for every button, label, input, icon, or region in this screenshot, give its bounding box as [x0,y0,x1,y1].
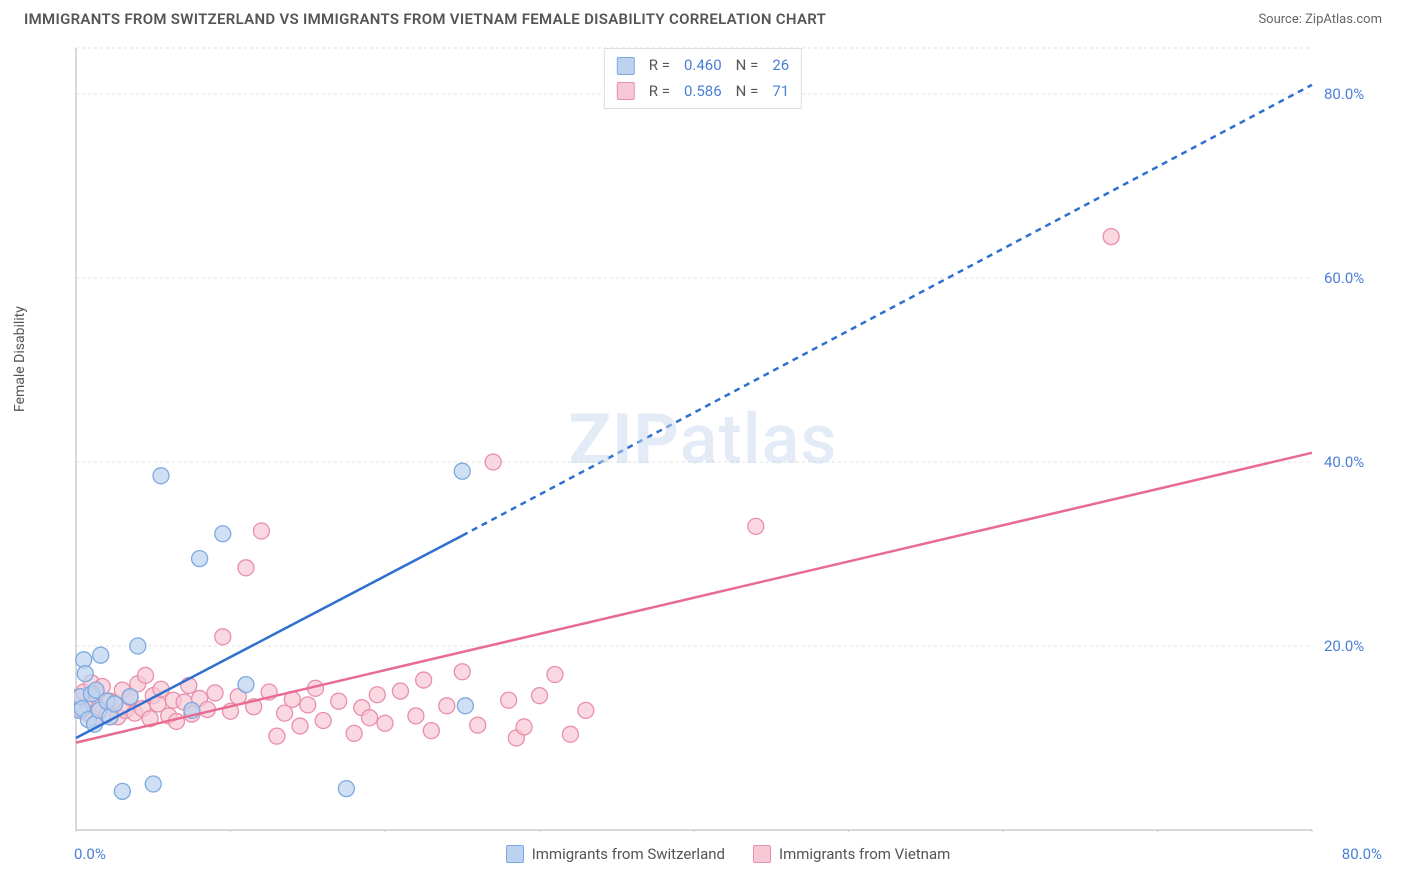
bottom-legend: 0.0% Immigrants from Switzerland Immigra… [74,836,1382,872]
r-value-0: 0.460 [684,53,722,79]
y-axis-label: Female Disability [12,306,28,412]
svg-text:20.0%: 20.0% [1324,637,1364,655]
correlation-row-0: R = 0.460 N = 26 [617,53,789,79]
legend-item-0: Immigrants from Switzerland [506,845,725,863]
swatch-series-1 [617,82,635,100]
legend-label-1: Immigrants from Vietnam [779,845,950,863]
chart-title: IMMIGRANTS FROM SWITZERLAND VS IMMIGRANT… [24,10,826,28]
source-link[interactable]: ZipAtlas.com [1305,12,1382,27]
legend-swatch-1 [753,845,771,863]
chart-header: IMMIGRANTS FROM SWITZERLAND VS IMMIGRANT… [0,0,1406,34]
n-value-1: 71 [772,79,789,105]
correlation-row-1: R = 0.586 N = 71 [617,79,789,105]
legend-label-0: Immigrants from Switzerland [532,845,725,863]
svg-text:60.0%: 60.0% [1324,269,1364,287]
n-label-0: N = [736,53,759,79]
legend-swatch-0 [506,845,524,863]
svg-text:80.0%: 80.0% [1324,85,1364,103]
swatch-series-0 [617,57,635,75]
correlation-legend: R = 0.460 N = 26 R = 0.586 N = 71 [604,48,802,109]
r-label-1: R = [649,79,670,105]
source-attribution: Source: ZipAtlas.com [1258,12,1382,27]
n-value-0: 26 [772,53,789,79]
svg-text:40.0%: 40.0% [1324,453,1364,471]
r-label-0: R = [649,53,670,79]
chart-area: Female Disability 20.0%40.0%60.0%80.0% Z… [24,42,1382,872]
scatter-plot: 20.0% 40.0% 60.0% 80.0% [74,42,1382,832]
x-axis-max: 80.0% [1342,845,1382,863]
source-prefix: Source: [1258,12,1301,27]
n-label-1: N = [736,79,759,105]
x-axis-min: 0.0% [74,845,106,863]
r-value-1: 0.586 [684,79,722,105]
legend-item-1: Immigrants from Vietnam [753,845,950,863]
